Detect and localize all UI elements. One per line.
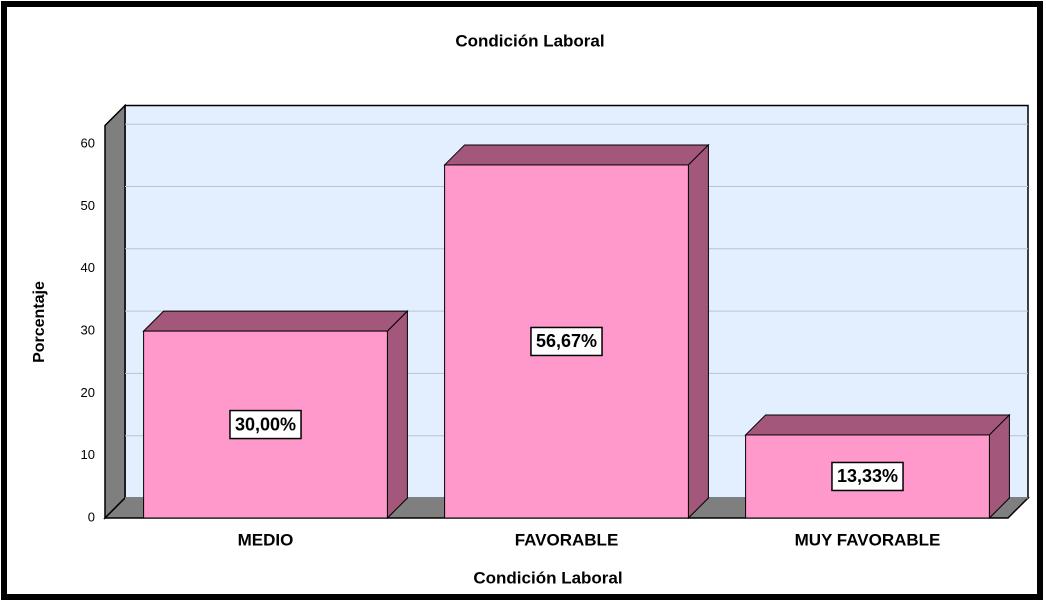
y-tick-label: 60 bbox=[81, 136, 95, 151]
value-label: 30,00% bbox=[235, 414, 296, 434]
y-tick-label: 50 bbox=[81, 198, 95, 213]
y-tick-label: 10 bbox=[81, 447, 95, 462]
x-tick-label: MEDIO bbox=[238, 530, 294, 549]
bar-side bbox=[386, 309, 408, 520]
bar-top bbox=[443, 144, 710, 166]
x-axis-title: Condición Laboral bbox=[473, 568, 622, 587]
left-wall bbox=[104, 103, 126, 520]
value-label-box bbox=[831, 461, 904, 492]
value-label: 56,67% bbox=[536, 331, 597, 351]
value-label: 13,33% bbox=[837, 466, 898, 486]
y-tick-label: 20 bbox=[81, 385, 95, 400]
y-tick-label: 0 bbox=[88, 509, 95, 524]
value-label-box bbox=[530, 326, 603, 357]
bar-top bbox=[744, 414, 1011, 436]
x-tick-label: FAVORABLE bbox=[515, 530, 619, 549]
y-tick-label: 40 bbox=[81, 260, 95, 275]
y-tick-label: 30 bbox=[81, 323, 95, 338]
bar-side bbox=[687, 143, 709, 520]
x-tick-label: MUY FAVORABLE bbox=[795, 530, 941, 549]
bar-top bbox=[142, 310, 409, 332]
y-axis-title: Porcentaje bbox=[31, 281, 48, 363]
value-label-box bbox=[229, 409, 302, 440]
chart-title: Condición Laboral bbox=[455, 31, 604, 50]
